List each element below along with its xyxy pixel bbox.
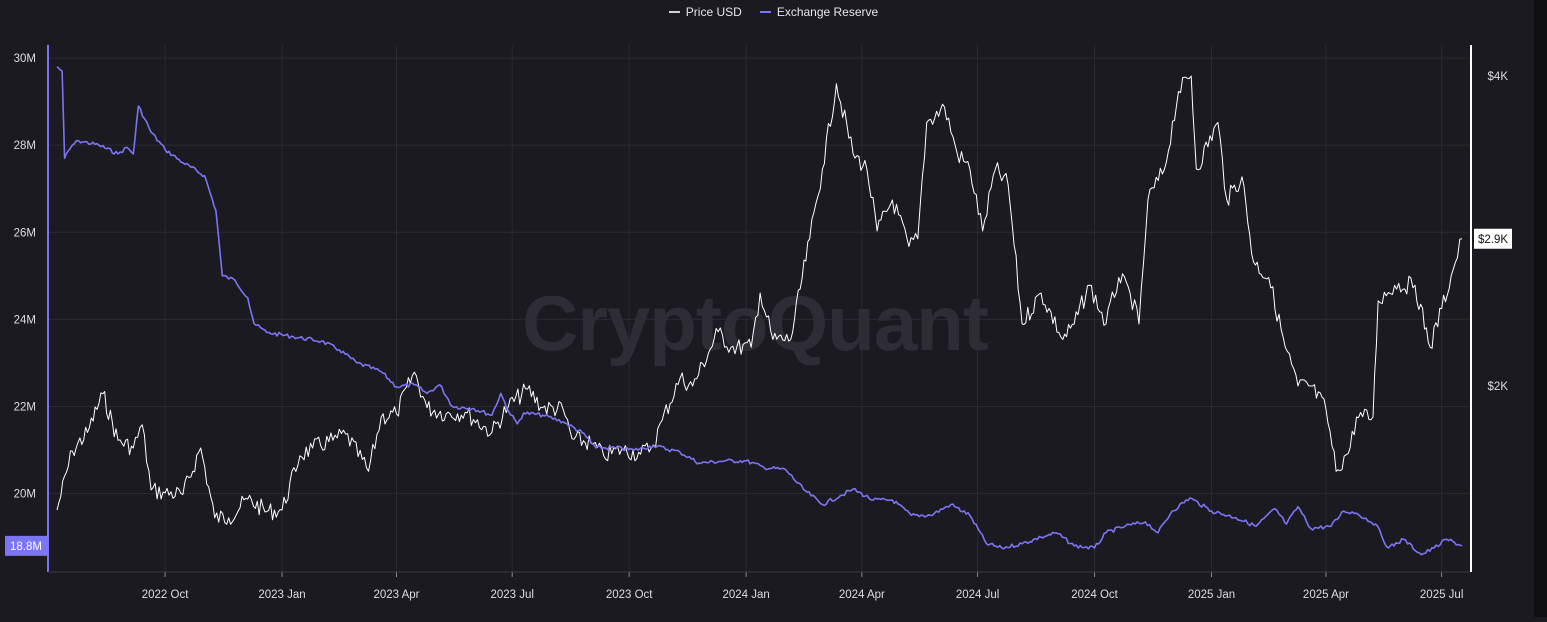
x-tick-label: 2023 Apr	[373, 589, 419, 601]
right-tick-label: $2K	[1488, 381, 1509, 393]
legend-item-reserve[interactable]: Exchange Reserve	[759, 5, 879, 19]
x-tick-label: 2025 Apr	[1303, 589, 1349, 601]
price-current-tag-label: $2.9K	[1478, 234, 1508, 246]
reserve-current-tag-label: 18.8M	[10, 541, 42, 553]
legend-item-price[interactable]: Price USD	[668, 5, 742, 19]
x-tick-label: 2025 Jan	[1188, 589, 1235, 601]
x-tick-label: 2023 Oct	[606, 589, 653, 601]
watermark: CryptoQuant	[522, 279, 989, 367]
x-tick-label: 2024 Jan	[722, 589, 769, 601]
price-usd-line	[56, 75, 1463, 525]
left-tick-label: 24M	[14, 314, 36, 326]
axes-layer: 20M 22M 24M 26M 28M 30M $2K $4K 2022 Oct 2023 Jan…	[14, 45, 1509, 601]
right-tick-label: $4K	[1488, 71, 1509, 83]
price-current-tag	[1474, 228, 1512, 249]
left-tick-label: 26M	[14, 227, 36, 239]
chart-legend: Price USD Exchange Reserve	[0, 5, 1547, 19]
vertical-scrollbar[interactable]	[1534, 0, 1547, 617]
left-tick-label: 20M	[14, 489, 36, 501]
x-tick-label: 2022 Oct	[142, 589, 189, 601]
legend-reserve-label: Exchange Reserve	[776, 5, 879, 19]
series-layer	[56, 66, 1463, 556]
legend-price-label: Price USD	[685, 5, 742, 19]
x-tick-label: 2023 Jul	[490, 589, 533, 601]
x-tick-label: 2024 Jul	[956, 589, 999, 601]
reserve-swatch-icon	[759, 11, 771, 13]
x-tick-label: 2025 Jul	[1420, 589, 1463, 601]
left-tick-label: 28M	[14, 140, 36, 152]
x-tick-label: 2023 Jan	[258, 589, 305, 601]
price-swatch-icon	[668, 11, 680, 13]
left-tick-label: 30M	[14, 53, 36, 65]
x-tick-label: 2024 Apr	[839, 589, 885, 601]
left-tick-label: 22M	[14, 401, 36, 413]
exchange-reserve-line	[56, 66, 1463, 556]
x-tick-label: 2024 Oct	[1071, 589, 1118, 601]
reserve-current-tag	[5, 535, 47, 556]
current-value-tags: 18.8M $2.9K	[5, 228, 1512, 556]
